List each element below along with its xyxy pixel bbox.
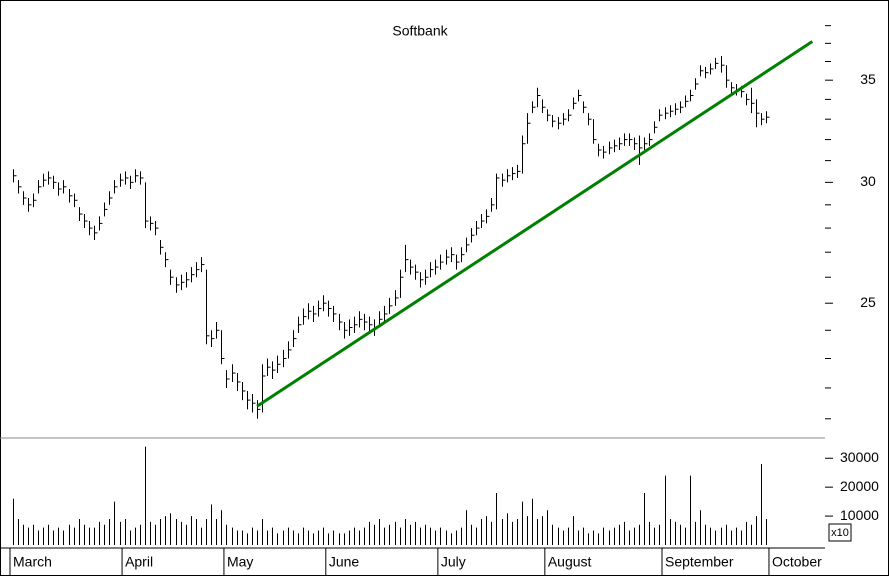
y-tick-label: 30 — [860, 173, 876, 189]
volume-tick-label: 10000 — [840, 507, 879, 523]
x-tick-label: July — [441, 554, 466, 570]
x-tick-label: April — [125, 554, 153, 570]
x-tick-label: September — [665, 554, 734, 570]
x-tick-label: May — [227, 554, 253, 570]
volume-tick-label: 30000 — [840, 449, 879, 465]
x-tick-label: October — [772, 554, 822, 570]
y-tick-label: 25 — [860, 294, 876, 310]
x-tick-label: August — [548, 554, 592, 570]
x-tick-label: June — [329, 554, 360, 570]
chart-title: Softbank — [392, 23, 448, 39]
y-tick-label: 35 — [860, 71, 876, 87]
x-tick-label: March — [13, 554, 52, 570]
multiplier-box — [828, 523, 852, 542]
volume-multiplier: x10 — [831, 527, 849, 539]
volume-tick-label: 20000 — [840, 478, 879, 494]
trend-line — [256, 40, 814, 408]
